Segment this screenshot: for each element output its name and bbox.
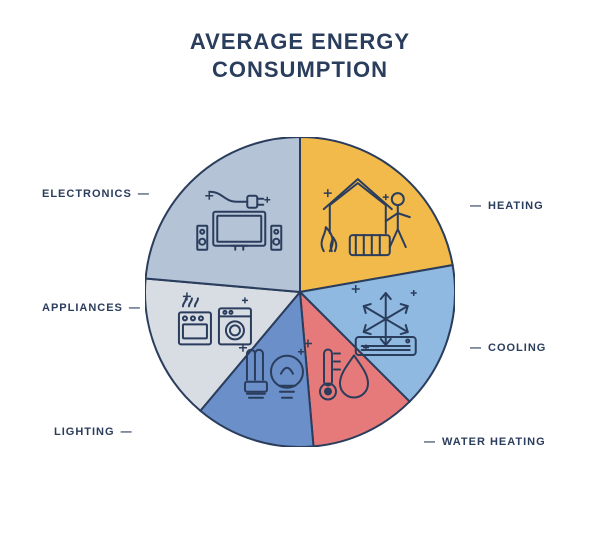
label-text: WATER HEATING xyxy=(442,436,546,448)
tick-icon: — xyxy=(129,302,141,314)
label-text: COOLING xyxy=(488,342,546,354)
label-lighting: — LIGHTING xyxy=(54,426,133,438)
tick-icon: — xyxy=(424,436,436,448)
tick-icon: — xyxy=(470,342,482,354)
title-line-2: CONSUMPTION xyxy=(0,56,600,84)
label-text: LIGHTING xyxy=(54,426,115,438)
tick-icon: — xyxy=(138,188,150,200)
label-cooling: — COOLING xyxy=(470,342,546,354)
page-title: AVERAGE ENERGY CONSUMPTION xyxy=(0,0,600,83)
label-water-heating: — WATER HEATING xyxy=(424,436,546,448)
tick-icon: — xyxy=(470,200,482,212)
pie-chart xyxy=(145,137,455,447)
label-electronics: — ELECTRONICS xyxy=(42,188,150,200)
tick-icon: — xyxy=(121,426,133,438)
label-text: HEATING xyxy=(488,200,544,212)
label-text: APPLIANCES xyxy=(42,302,123,314)
label-appliances: — APPLIANCES xyxy=(42,302,141,314)
label-text: ELECTRONICS xyxy=(42,188,132,200)
slice-electronics xyxy=(146,137,300,292)
label-heating: — HEATING xyxy=(470,200,544,212)
title-line-1: AVERAGE ENERGY xyxy=(0,28,600,56)
